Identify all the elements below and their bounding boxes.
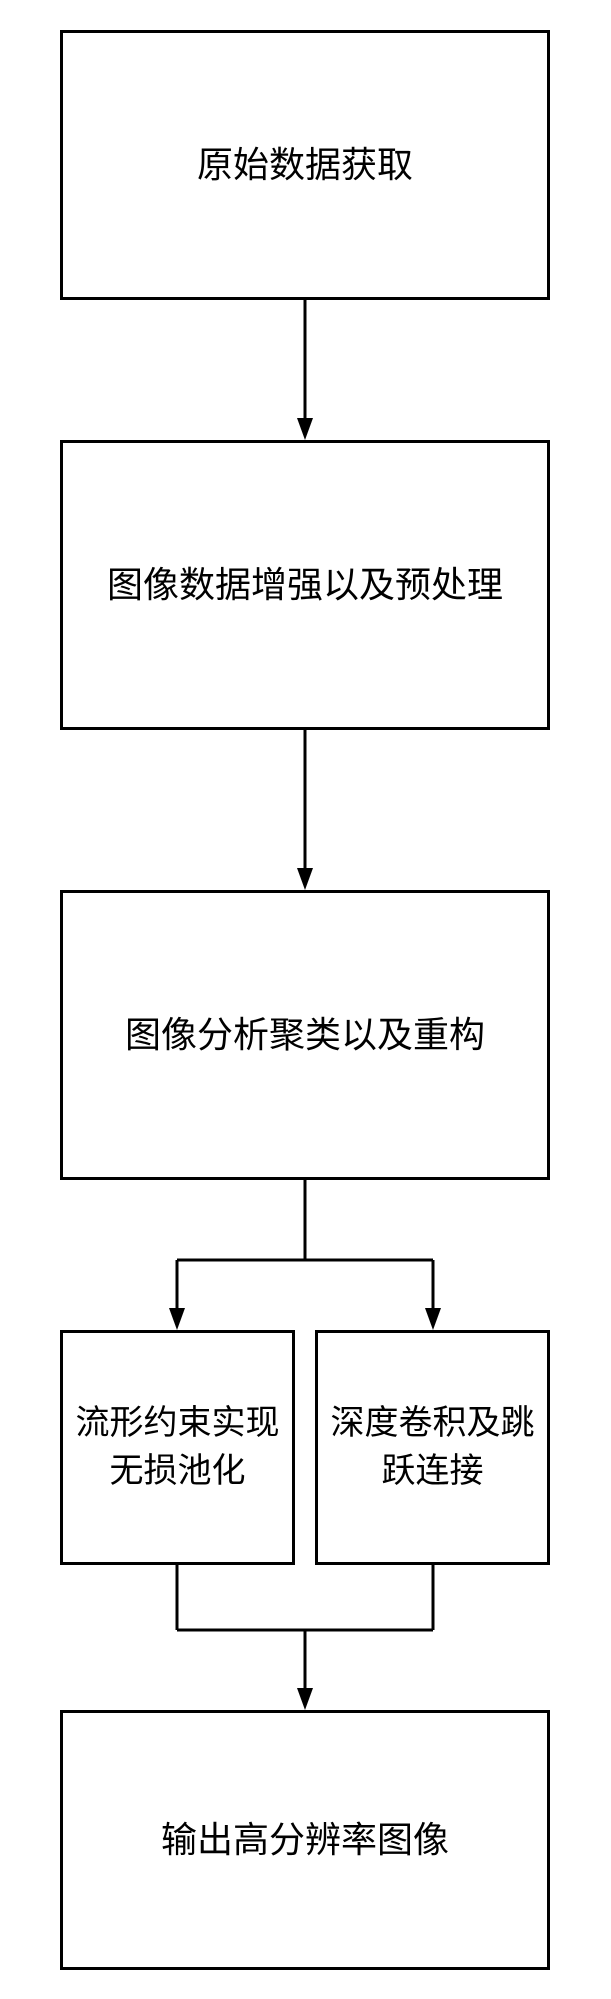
node-label-n1: 原始数据获取 <box>197 140 413 190</box>
node-n5: 深度卷积及跳跃连接 <box>315 1330 550 1565</box>
node-n6: 输出高分辨率图像 <box>60 1710 550 1970</box>
node-n1: 原始数据获取 <box>60 30 550 300</box>
node-n2: 图像数据增强以及预处理 <box>60 440 550 730</box>
node-label-n2: 图像数据增强以及预处理 <box>107 560 503 610</box>
node-n4: 流形约束实现无损池化 <box>60 1330 295 1565</box>
flowchart-container: 原始数据获取图像数据增强以及预处理图像分析聚类以及重构流形约束实现无损池化深度卷… <box>0 0 611 1999</box>
node-label-n4: 流形约束实现无损池化 <box>73 1400 282 1495</box>
node-n3: 图像分析聚类以及重构 <box>60 890 550 1180</box>
node-label-n5: 深度卷积及跳跃连接 <box>328 1400 537 1495</box>
node-label-n6: 输出高分辨率图像 <box>161 1815 449 1865</box>
node-label-n3: 图像分析聚类以及重构 <box>125 1010 485 1060</box>
